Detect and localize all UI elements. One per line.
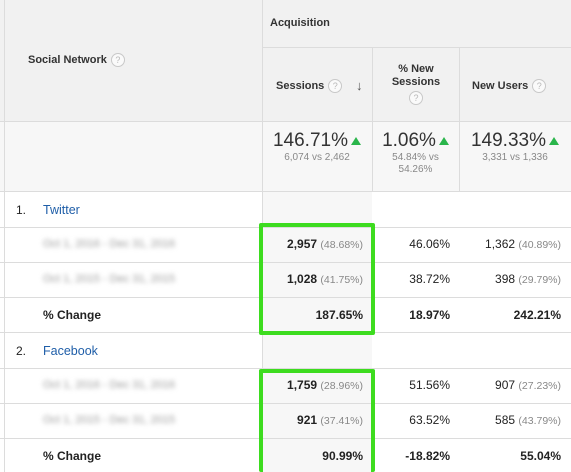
sessions-percent: (48.68%) [320, 239, 363, 251]
date-range-label: Oct 1, 2016 - Dec 31, 2016 [43, 238, 176, 250]
sessions-percent: (28.96%) [320, 380, 363, 392]
date-range-label: Oct 1, 2015 - Dec 31, 2015 [43, 273, 176, 285]
summary-new-users: 149.33% 3,331 vs 1,336 [459, 130, 571, 164]
summary-value: 149.33% [470, 130, 546, 151]
sessions-value: 1,759 [287, 378, 318, 392]
summary-detail: 3,331 vs 1,336 [482, 152, 548, 163]
percent-change-label: % Change [43, 308, 102, 322]
column-header-new-sessions[interactable]: % New Sessions ? [373, 63, 459, 105]
sessions-cell: 1,028 (41.75%) [262, 272, 363, 286]
new-sessions-cell: 46.06% [409, 237, 450, 251]
column-header-label-line2: Sessions [391, 76, 441, 88]
sessions-change: 90.99% [322, 449, 363, 463]
group-link-facebook[interactable]: Facebook [43, 344, 98, 358]
sessions-cell: 1,759 (28.96%) [262, 378, 363, 392]
help-icon[interactable]: ? [328, 79, 343, 93]
highlight-box-facebook-sessions [259, 369, 375, 472]
column-header-label: Sessions [276, 79, 325, 92]
sessions-column-bg-2 [262, 332, 372, 472]
summary-sessions: 146.71% 6,074 vs 2,462 [262, 130, 372, 164]
summary-value: 1.06% [382, 130, 436, 151]
header-row [0, 0, 571, 122]
new-users-cell: 1,362 (40.89%) [459, 237, 561, 251]
column-header-new-users[interactable]: New Users? [472, 79, 547, 93]
group-index: 1. [16, 203, 27, 217]
new-users-value: 398 [495, 272, 516, 286]
group-link-twitter[interactable]: Twitter [43, 203, 80, 217]
new-users-cell: 398 (29.79%) [459, 272, 561, 286]
new-users-percent: (27.23%) [518, 380, 561, 392]
sessions-change: 187.65% [315, 308, 363, 322]
new-users-cell: 907 (27.23%) [459, 378, 561, 392]
percent-change-label: % Change [43, 449, 102, 463]
new-sessions-cell: 63.52% [409, 413, 450, 427]
new-users-value: 1,362 [485, 237, 516, 251]
new-users-percent: (43.79%) [518, 415, 561, 427]
sessions-percent: (41.75%) [320, 274, 363, 286]
date-range-label: Oct 1, 2016 - Dec 31, 2016 [43, 379, 176, 391]
new-users-percent: (29.79%) [518, 274, 561, 286]
highlight-box-twitter-sessions [259, 223, 375, 335]
sessions-value: 1,028 [287, 272, 318, 286]
sessions-cell: 921 (37.41%) [262, 413, 363, 427]
summary-new-sessions: 1.06% 54.84% vs 54.26% [372, 130, 459, 176]
sessions-value: 2,957 [287, 237, 318, 251]
new-users-percent: (40.89%) [518, 239, 561, 251]
help-icon[interactable]: ? [532, 79, 547, 93]
group-index: 2. [16, 344, 27, 358]
up-triangle-icon [351, 136, 361, 145]
column-header-sessions[interactable]: Sessions? ↓ [276, 78, 370, 93]
column-header-label: New Users [472, 79, 529, 92]
sessions-cell: 2,957 (48.68%) [262, 237, 363, 251]
column-header-label-line1: % New [398, 63, 434, 75]
sessions-percent: (37.41%) [320, 415, 363, 427]
up-triangle-icon [438, 136, 449, 145]
new-sessions-cell: 38.72% [409, 272, 450, 286]
new-sessions-change: -18.82% [405, 449, 450, 463]
summary-row [0, 122, 571, 192]
new-users-value: 907 [495, 378, 516, 392]
sort-descending-arrow-down-icon[interactable]: ↓ [356, 78, 363, 93]
summary-value: 146.71% [272, 130, 348, 151]
summary-detail-line2: 54.26% [398, 164, 433, 175]
group-header-acquisition: Acquisition [270, 17, 330, 29]
new-users-change: 55.04% [520, 449, 561, 463]
sessions-value: 921 [297, 413, 318, 427]
column-header-label: Social Network [28, 53, 107, 66]
new-users-change: 242.21% [513, 308, 561, 322]
new-users-value: 585 [495, 413, 516, 427]
new-sessions-change: 18.97% [409, 308, 450, 322]
new-sessions-cell: 51.56% [409, 378, 450, 392]
up-triangle-icon [549, 136, 559, 145]
column-header-social-network[interactable]: Social Network? [28, 53, 125, 67]
date-range-label: Oct 1, 2015 - Dec 31, 2015 [43, 414, 176, 426]
help-icon[interactable]: ? [409, 91, 423, 105]
new-users-cell: 585 (43.79%) [459, 413, 561, 427]
summary-detail: 6,074 vs 2,462 [284, 152, 350, 163]
summary-detail-line1: 54.84% vs [392, 152, 439, 163]
help-icon[interactable]: ? [110, 53, 125, 67]
